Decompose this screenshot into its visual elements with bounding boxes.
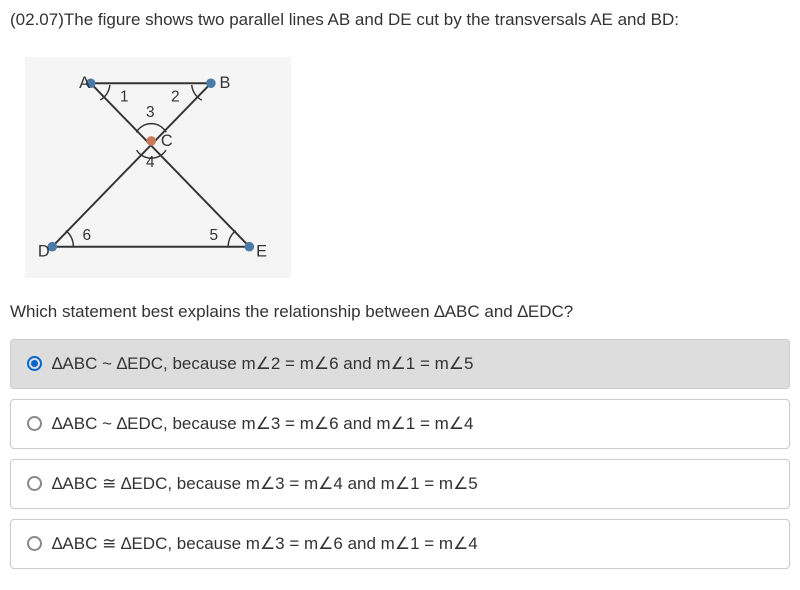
prompt-text: Which statement best explains the relati… [10, 300, 790, 324]
svg-text:B: B [220, 74, 231, 92]
svg-text:1: 1 [120, 88, 129, 105]
options-container: ∆ABC ~ ∆EDC, because m∠2 = m∠6 and m∠1 =… [10, 339, 790, 569]
svg-text:5: 5 [209, 227, 218, 244]
svg-text:E: E [256, 242, 267, 260]
answer-option-1[interactable]: ∆ABC ~ ∆EDC, because m∠3 = m∠6 and m∠1 =… [10, 399, 790, 449]
option-text-0: ∆ABC ~ ∆EDC, because m∠2 = m∠6 and m∠1 =… [52, 354, 773, 374]
radio-inner-icon [31, 360, 38, 367]
svg-text:4: 4 [146, 154, 155, 171]
option-text-2: ∆ABC ≅ ∆EDC, because m∠3 = m∠4 and m∠1 =… [52, 474, 773, 494]
answer-option-2[interactable]: ∆ABC ≅ ∆EDC, because m∠3 = m∠4 and m∠1 =… [10, 459, 790, 509]
answer-option-0[interactable]: ∆ABC ~ ∆EDC, because m∠2 = m∠6 and m∠1 =… [10, 339, 790, 389]
svg-text:6: 6 [83, 227, 92, 244]
svg-text:C: C [161, 132, 173, 150]
svg-text:2: 2 [171, 88, 180, 105]
radio-button-1[interactable] [27, 416, 42, 431]
question-body: The figure shows two parallel lines AB a… [64, 10, 679, 29]
radio-button-0[interactable] [27, 356, 42, 371]
svg-text:A: A [79, 74, 90, 92]
question-number: (02.07) [10, 10, 64, 29]
svg-text:D: D [38, 242, 50, 260]
radio-button-3[interactable] [27, 536, 42, 551]
option-text-3: ∆ABC ≅ ∆EDC, because m∠3 = m∠6 and m∠1 =… [52, 534, 773, 554]
radio-button-2[interactable] [27, 476, 42, 491]
question-text: (02.07)The figure shows two parallel lin… [10, 8, 790, 32]
svg-text:3: 3 [146, 104, 155, 121]
geometry-figure: ABCDE123456 [25, 57, 291, 278]
figure-svg: ABCDE123456 [33, 65, 283, 265]
option-text-1: ∆ABC ~ ∆EDC, because m∠3 = m∠6 and m∠1 =… [52, 414, 773, 434]
answer-option-3[interactable]: ∆ABC ≅ ∆EDC, because m∠3 = m∠6 and m∠1 =… [10, 519, 790, 569]
